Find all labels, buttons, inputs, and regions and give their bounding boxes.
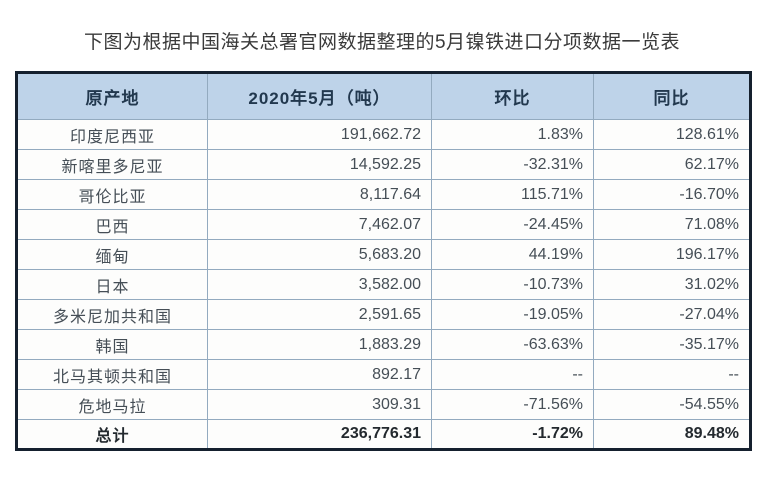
table-row: 巴西 7,462.07 -24.45% 71.08% [16,209,751,240]
origin-cell: 北马其顿共和国 [16,359,208,390]
mom-cell: -19.05% [431,299,594,330]
volume-cell: 309.31 [207,389,432,420]
volume-cell: 3,582.00 [207,269,432,300]
mom-cell: -- [431,359,594,390]
volume-cell: 7,462.07 [207,209,432,240]
col-header-mom: 环比 [431,72,594,120]
volume-cell: 14,592.25 [207,149,432,180]
table-row: 印度尼西亚 191,662.72 1.83% 128.61% [16,119,751,150]
table-row: 韩国 1,883.29 -63.63% -35.17% [16,329,751,360]
origin-cell: 总计 [16,419,208,450]
volume-cell: 2,591.65 [207,299,432,330]
mom-cell: 44.19% [431,239,594,270]
origin-cell: 多米尼加共和国 [16,299,208,330]
col-header-yoy: 同比 [593,72,751,120]
table-row: 日本 3,582.00 -10.73% 31.02% [16,269,751,300]
col-header-volume: 2020年5月（吨） [207,72,432,120]
yoy-cell: -- [593,359,751,390]
nickel-import-table: 原产地 2020年5月（吨） 环比 同比 印度尼西亚 191,662.72 1.83… [15,71,752,451]
yoy-cell: 71.08% [593,209,751,240]
table-row: 哥伦比亚 8,117.64 115.71% -16.70% [16,179,751,210]
mom-cell: -71.56% [431,389,594,420]
yoy-cell: 62.17% [593,149,751,180]
yoy-cell: -27.04% [593,299,751,330]
yoy-cell: 128.61% [593,119,751,150]
origin-cell: 巴西 [16,209,208,240]
mom-cell: 1.83% [431,119,594,150]
volume-cell: 5,683.20 [207,239,432,270]
table-row: 危地马拉 309.31 -71.56% -54.55% [16,389,751,420]
table-header-row: 原产地 2020年5月（吨） 环比 同比 [16,72,751,120]
origin-cell: 哥伦比亚 [16,179,208,210]
mom-cell: -1.72% [431,419,594,450]
mom-cell: -32.31% [431,149,594,180]
yoy-cell: 89.48% [593,419,751,450]
yoy-cell: -54.55% [593,389,751,420]
table-row: 缅甸 5,683.20 44.19% 196.17% [16,239,751,270]
origin-cell: 缅甸 [16,239,208,270]
origin-cell: 新喀里多尼亚 [16,149,208,180]
yoy-cell: 196.17% [593,239,751,270]
origin-cell: 韩国 [16,329,208,360]
table-body: 印度尼西亚 191,662.72 1.83% 128.61% 新喀里多尼亚 14,592.… [16,119,751,450]
table-row: 新喀里多尼亚 14,592.25 -32.31% 62.17% [16,149,751,180]
mom-cell: -63.63% [431,329,594,360]
origin-cell: 印度尼西亚 [16,119,208,150]
yoy-cell: 31.02% [593,269,751,300]
mom-cell: -10.73% [431,269,594,300]
volume-cell: 1,883.29 [207,329,432,360]
volume-cell: 892.17 [207,359,432,390]
volume-cell: 191,662.72 [207,119,432,150]
mom-cell: -24.45% [431,209,594,240]
table-row: 北马其顿共和国 892.17 -- -- [16,359,751,390]
origin-cell: 危地马拉 [16,389,208,420]
volume-cell: 236,776.31 [207,419,432,450]
table-total-row: 总计 236,776.31 -1.72% 89.48% [16,419,751,450]
yoy-cell: -35.17% [593,329,751,360]
page-title: 下图为根据中国海关总署官网数据整理的5月镍铁进口分项数据一览表 [83,32,681,53]
table-row: 多米尼加共和国 2,591.65 -19.05% -27.04% [16,299,751,330]
yoy-cell: -16.70% [593,179,751,210]
mom-cell: 115.71% [431,179,594,210]
volume-cell: 8,117.64 [207,179,432,210]
col-header-origin: 原产地 [16,72,208,120]
origin-cell: 日本 [16,269,208,300]
